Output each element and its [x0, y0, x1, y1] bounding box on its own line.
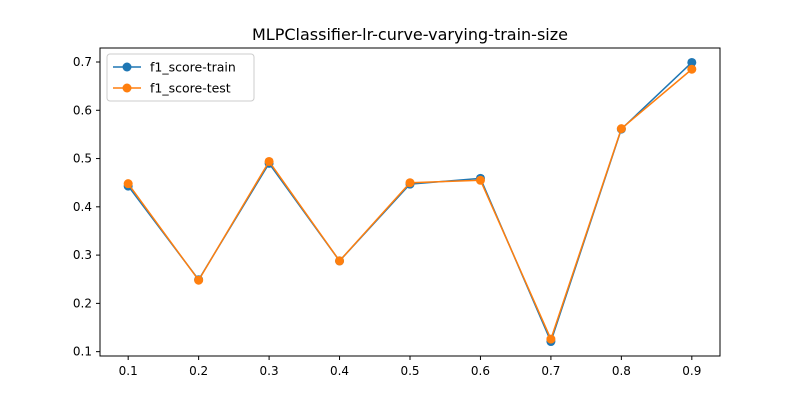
x-tick-label: 0.8: [612, 364, 631, 378]
data-point: [264, 156, 274, 166]
y-tick-label: 0.2: [73, 296, 92, 310]
x-tick-label: 0.7: [541, 364, 560, 378]
y-tick-label: 0.4: [73, 200, 92, 214]
x-tick-label: 0.9: [682, 364, 701, 378]
x-tick-label: 0.2: [189, 364, 208, 378]
x-tick-label: 0.1: [119, 364, 138, 378]
x-tick-label: 0.3: [260, 364, 279, 378]
data-point: [335, 256, 345, 266]
legend-box: [106, 53, 255, 102]
y-tick-label: 0.3: [73, 248, 92, 262]
legend-label: f1_score-test: [150, 81, 231, 96]
series-line: [127, 68, 693, 340]
series-line: [127, 61, 693, 343]
legend-item: f1_score-test: [113, 81, 231, 96]
legend-marker: [122, 83, 132, 93]
series-layer: [123, 57, 697, 347]
y-tick-label: 0.7: [73, 55, 92, 69]
y-tick-label: 0.6: [73, 103, 92, 117]
data-point: [405, 178, 415, 188]
x-tick-label: 0.5: [400, 364, 419, 378]
data-point: [475, 175, 485, 185]
legend-label: f1_score-train: [150, 60, 236, 75]
y-tick-label: 0.5: [73, 152, 92, 166]
x-tick-label: 0.6: [471, 364, 490, 378]
legend-marker: [122, 62, 132, 72]
y-axis: 0.1 0.2 0.3 0.4 0.5 0.6 0.7: [73, 55, 100, 359]
legend-item: f1_score-train: [113, 60, 236, 75]
y-tick-label: 0.1: [73, 345, 92, 359]
chart-title: MLPClassifier-lr-curve-varying-train-siz…: [252, 25, 568, 44]
data-point: [616, 124, 626, 134]
data-point: [546, 334, 556, 344]
data-point: [123, 179, 133, 189]
data-point: [194, 275, 204, 285]
x-tick-label: 0.4: [330, 364, 349, 378]
data-point: [687, 57, 697, 67]
x-axis: 0.1 0.2 0.3 0.4 0.5 0.6 0.7 0.8 0.9: [119, 356, 701, 378]
series-f1_score-test: [123, 64, 697, 344]
data-point: [687, 64, 697, 74]
legend: f1_score-train f1_score-test: [106, 53, 255, 102]
